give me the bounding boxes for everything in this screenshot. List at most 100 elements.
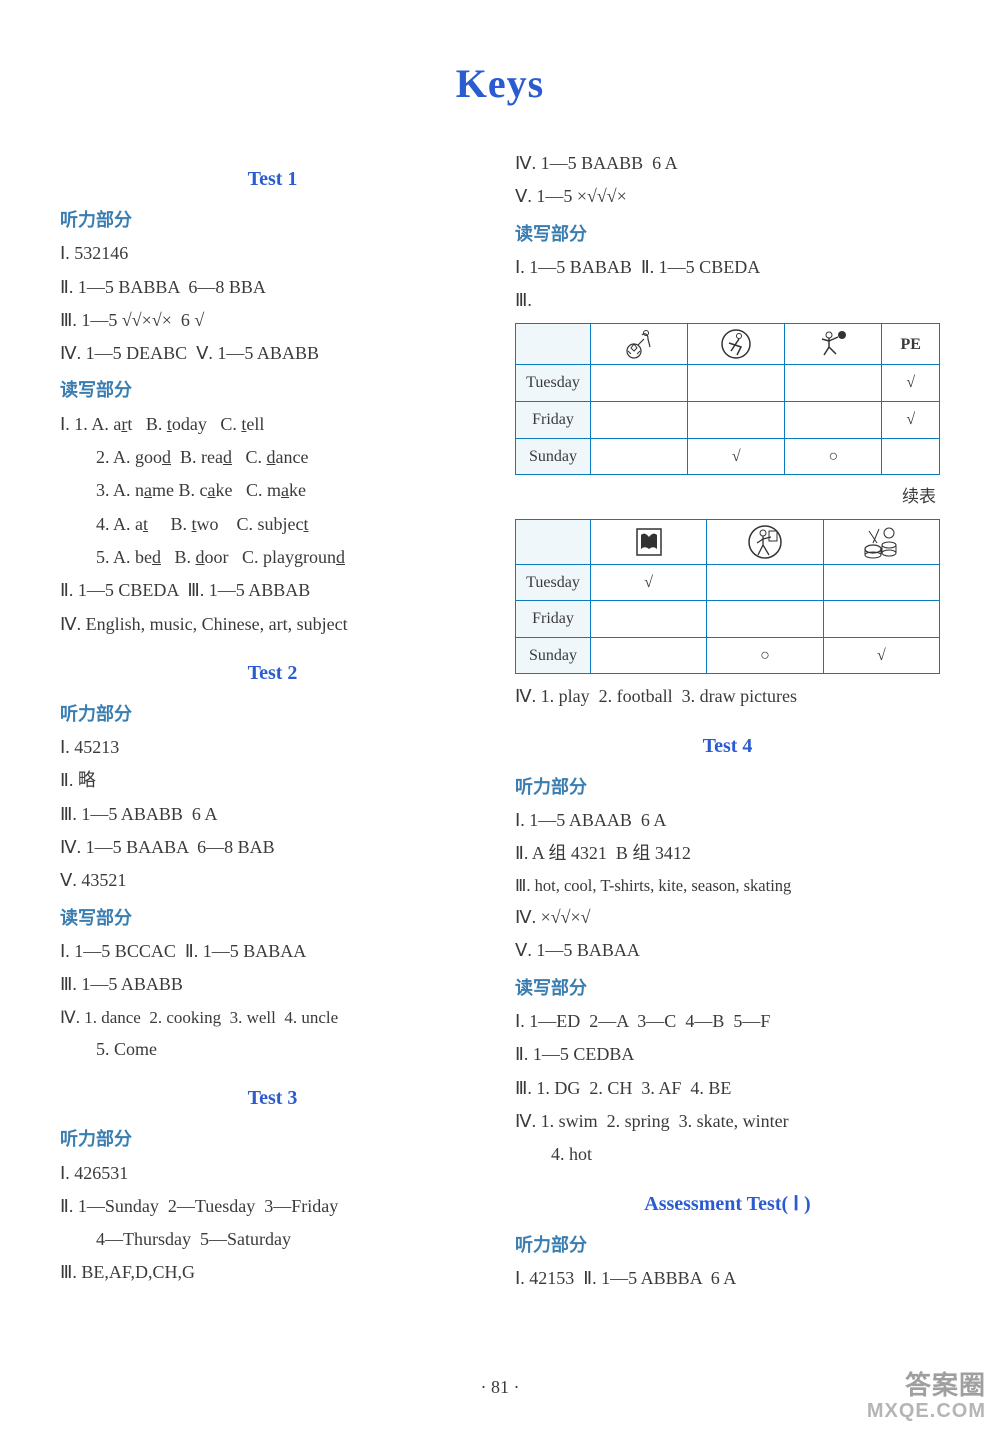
table-cell xyxy=(591,438,688,475)
watermark-en: MXQE.COM xyxy=(867,1400,986,1422)
table-row: Sunday ○√ xyxy=(516,637,940,674)
section-reading: 读写部分 xyxy=(515,218,940,251)
answer-line: 2. A. good B. read C. dance xyxy=(60,441,485,474)
answer-line: Ⅰ. 1—5 ABAAB 6 A xyxy=(515,804,940,837)
answer-line: Ⅳ. 1—5 BAABA 6—8 BAB xyxy=(60,831,485,864)
answer-line: Ⅰ. 532146 xyxy=(60,237,485,270)
painting-icon xyxy=(707,519,823,564)
answer-line: Ⅱ. A 组 4321 B 组 3412 xyxy=(515,837,940,870)
reading-icon xyxy=(591,519,707,564)
answer-line: Ⅲ. xyxy=(515,284,940,317)
answer-line: Ⅳ. English, music, Chinese, art, subject xyxy=(60,608,485,641)
table-cell xyxy=(823,564,939,601)
left-column: Test 1 听力部分 Ⅰ. 532146 Ⅱ. 1—5 BABBA 6—8 B… xyxy=(60,147,485,1295)
table-cell: √ xyxy=(688,438,785,475)
answer-line: Ⅲ. 1—5 ABABB xyxy=(60,968,485,1001)
section-listening: 听力部分 xyxy=(515,1229,940,1262)
table-header-blank xyxy=(516,324,591,365)
table-cell xyxy=(785,402,882,439)
answer-line: Ⅳ. 1. play 2. football 3. draw pictures xyxy=(515,680,940,713)
answer-line: Ⅲ. hot, cool, T-shirts, kite, season, sk… xyxy=(515,871,940,902)
table-row: Tuesday √ xyxy=(516,365,940,402)
table-cell: √ xyxy=(882,402,940,439)
running-icon xyxy=(688,324,785,365)
test2-heading: Test 2 xyxy=(60,655,485,692)
answer-line: Ⅴ. 1—5 BABAA xyxy=(515,934,940,967)
section-listening: 听力部分 xyxy=(60,204,485,237)
answer-line: Ⅳ. 1. dance 2. cooking 3. well 4. uncle xyxy=(60,1002,485,1033)
table-cell xyxy=(688,365,785,402)
table-row: Friday xyxy=(516,601,940,638)
answer-line: Ⅳ. ×√√×√ xyxy=(515,901,940,934)
content-columns: Test 1 听力部分 Ⅰ. 532146 Ⅱ. 1—5 BABBA 6—8 B… xyxy=(60,147,940,1295)
table-row: Sunday √○ xyxy=(516,438,940,475)
day-cell: Friday xyxy=(516,601,591,638)
answer-line: 4. hot xyxy=(515,1138,940,1171)
answer-line: Ⅱ. 1—5 CBEDA Ⅲ. 1—5 ABBAB xyxy=(60,574,485,607)
answer-line: Ⅱ. 1—5 BABBA 6—8 BBA xyxy=(60,271,485,304)
table-header-blank xyxy=(516,519,591,564)
drums-icon xyxy=(823,519,939,564)
table-cell: ○ xyxy=(707,637,823,674)
answer-line: Ⅳ. 1—5 BAABB 6 A xyxy=(515,147,940,180)
schedule-table-1: PE Tuesday √ Friday √ Sunday √○ xyxy=(515,323,940,475)
page: Keys Test 1 听力部分 Ⅰ. 532146 Ⅱ. 1—5 BABBA … xyxy=(0,0,1000,1432)
page-number: · 81 · xyxy=(0,1377,1000,1398)
section-listening: 听力部分 xyxy=(60,1123,485,1156)
test4-heading: Test 4 xyxy=(515,728,940,765)
table-header-row: PE xyxy=(516,324,940,365)
day-cell: Tuesday xyxy=(516,564,591,601)
page-title: Keys xyxy=(60,60,940,107)
day-cell: Tuesday xyxy=(516,365,591,402)
section-reading: 读写部分 xyxy=(515,972,940,1005)
section-reading: 读写部分 xyxy=(60,902,485,935)
table-cell: ○ xyxy=(785,438,882,475)
answer-line: 4—Thursday 5—Saturday xyxy=(60,1223,485,1256)
answer-line: Ⅱ. 1—Sunday 2—Tuesday 3—Friday xyxy=(60,1190,485,1223)
table-header-row xyxy=(516,519,940,564)
answer-line: 3. A. name B. cake C. make xyxy=(60,474,485,507)
table-cell xyxy=(823,601,939,638)
answer-line: Ⅲ. 1—5 ABABB 6 A xyxy=(60,798,485,831)
answer-line: Ⅰ. 426531 xyxy=(60,1157,485,1190)
day-cell: Sunday xyxy=(516,637,591,674)
answer-line: 5. A. bed B. door C. playground xyxy=(60,541,485,574)
table-cell xyxy=(882,438,940,475)
answer-line: 4. A. at B. two C. subject xyxy=(60,508,485,541)
answer-line: Ⅳ. 1—5 DEABC Ⅴ. 1—5 ABABB xyxy=(60,337,485,370)
answer-line: Ⅰ. 1. A. art B. today C. tell xyxy=(60,408,485,441)
schedule-table-2: Tuesday√ Friday Sunday○√ xyxy=(515,519,940,675)
table-header-pe: PE xyxy=(882,324,940,365)
day-cell: Sunday xyxy=(516,438,591,475)
table-row: Friday √ xyxy=(516,402,940,439)
right-column: Ⅳ. 1—5 BAABB 6 A Ⅴ. 1—5 ×√√√× 读写部分 Ⅰ. 1—… xyxy=(515,147,940,1295)
watermark: 答案圈 MXQE.COM xyxy=(867,1371,986,1422)
answer-line: Ⅰ. 1—5 BCCAC Ⅱ. 1—5 BABAA xyxy=(60,935,485,968)
answer-line: Ⅴ. 43521 xyxy=(60,864,485,897)
table-cell xyxy=(707,601,823,638)
answer-line: Ⅱ. 略 xyxy=(60,764,485,797)
day-cell: Friday xyxy=(516,402,591,439)
table-cell: √ xyxy=(882,365,940,402)
table-row: Tuesday√ xyxy=(516,564,940,601)
table-cell xyxy=(591,402,688,439)
test1-heading: Test 1 xyxy=(60,161,485,198)
answer-line: Ⅴ. 1—5 ×√√√× xyxy=(515,180,940,213)
table-cell: √ xyxy=(823,637,939,674)
test3-heading: Test 3 xyxy=(60,1080,485,1117)
answer-line: 5. Come xyxy=(60,1033,485,1066)
table-cell: √ xyxy=(591,564,707,601)
assessment1-heading: Assessment Test( Ⅰ ) xyxy=(515,1186,940,1223)
table-cell xyxy=(591,365,688,402)
table-cell xyxy=(688,402,785,439)
table-cell xyxy=(591,637,707,674)
watermark-cn: 答案圈 xyxy=(867,1371,986,1400)
section-reading: 读写部分 xyxy=(60,374,485,407)
answer-line: Ⅰ. 1—5 BABAB Ⅱ. 1—5 CBEDA xyxy=(515,251,940,284)
table-cell xyxy=(591,601,707,638)
answer-line: Ⅰ. 45213 xyxy=(60,731,485,764)
table-cell xyxy=(707,564,823,601)
answer-line: Ⅲ. 1. DG 2. CH 3. AF 4. BE xyxy=(515,1072,940,1105)
answer-line: Ⅲ. BE,AF,D,CH,G xyxy=(60,1256,485,1289)
table-cell xyxy=(785,365,882,402)
